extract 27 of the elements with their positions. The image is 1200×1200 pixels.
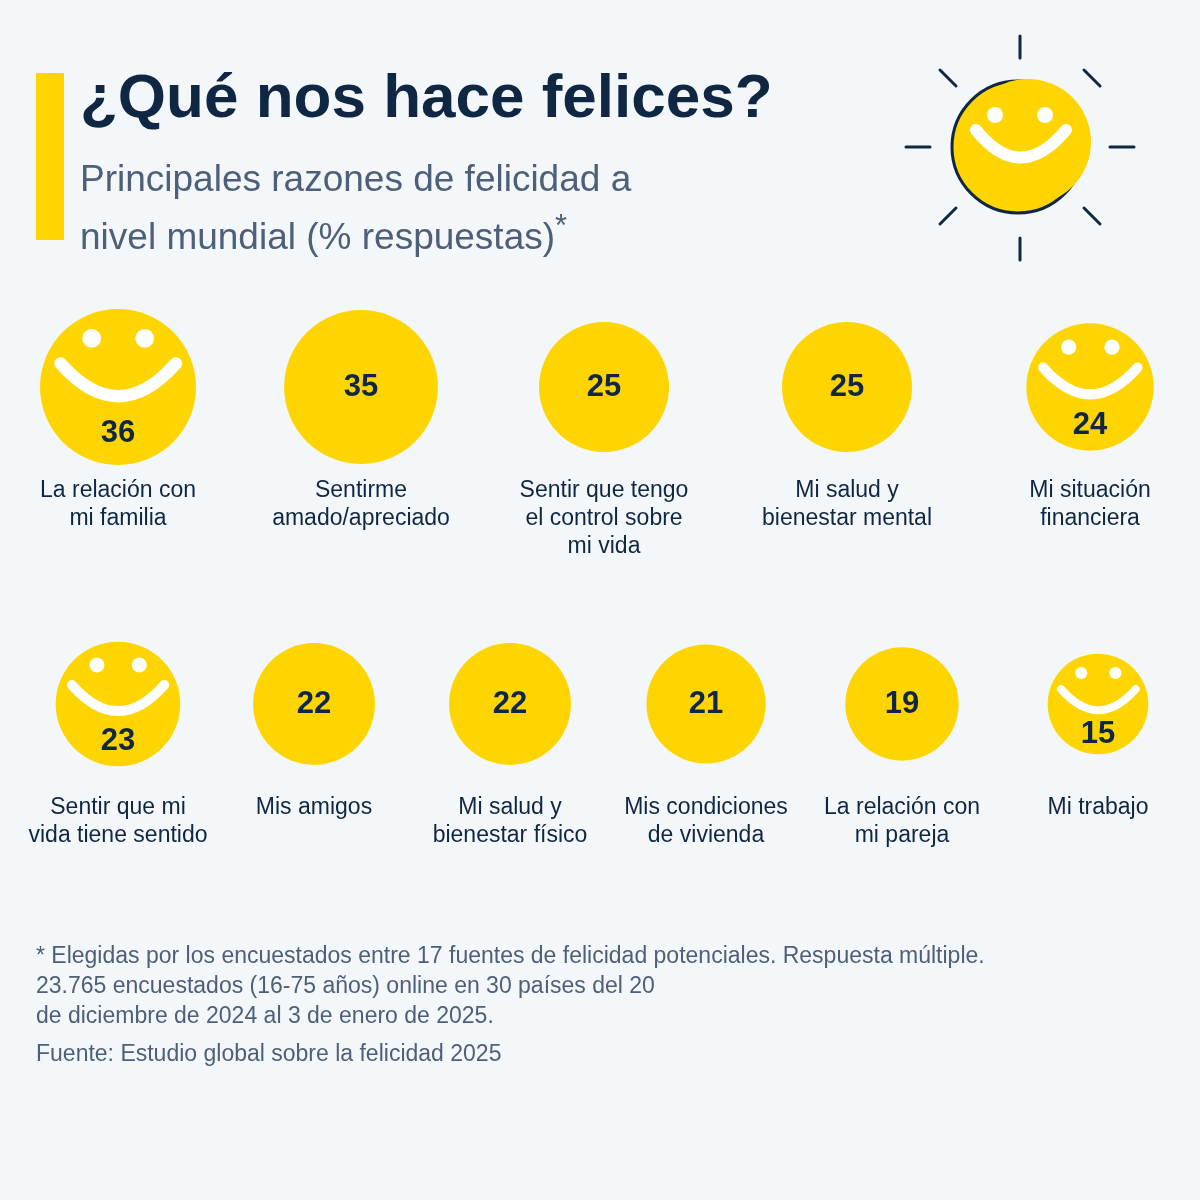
data-label: 25: [829, 367, 865, 403]
data-label: 22: [492, 684, 528, 720]
text: ¿Qué nos hace felices?: [80, 60, 773, 131]
data-label: 22: [296, 684, 332, 720]
category-label: Mi situación financiera: [1029, 475, 1151, 530]
data-label: 36: [100, 414, 136, 450]
category-label: Mi trabajo: [1047, 792, 1149, 819]
category-label: Mi salud y bienestar físico: [432, 792, 588, 847]
data-label: 23: [100, 721, 136, 757]
category-label: Sentir que mi vida tiene sentido: [28, 792, 208, 847]
text: * Elegidas por los encuestados entre 17 fuentes de felicidad potenciales. Respuesta múltiple.: [36, 941, 986, 970]
category-label: Mis amigos: [255, 792, 373, 819]
data-label: 15: [1080, 714, 1116, 750]
category-label: Sentirme amado/apreciado: [272, 475, 450, 530]
data-label: 25: [586, 367, 622, 403]
data-label: 24: [1072, 405, 1108, 441]
category-label: La relación con mi familia: [40, 475, 196, 530]
data-label: 35: [343, 367, 379, 403]
category-label: Mi salud y bienestar mental: [761, 475, 933, 530]
text: Principales razones de felicidad a nivel mundial (% respuestas)$^{*}$: [80, 157, 633, 260]
source-note: Fuente: Estudio global sobre la felicidad 2025: [36, 1039, 503, 1068]
category-label: Mis condiciones de vivienda: [624, 792, 788, 847]
data-label: 21: [688, 684, 724, 720]
category-label: Sentir que tengo el control sobre mi vida: [519, 475, 689, 558]
data-label: 19: [884, 684, 920, 720]
category-label: La relación con mi pareja: [824, 792, 980, 847]
text: 23.765 encuestados (16-75 años) online en 30 países del 20 de diciembre de 2024 al 3 de enero de 2025.: [36, 971, 656, 1030]
